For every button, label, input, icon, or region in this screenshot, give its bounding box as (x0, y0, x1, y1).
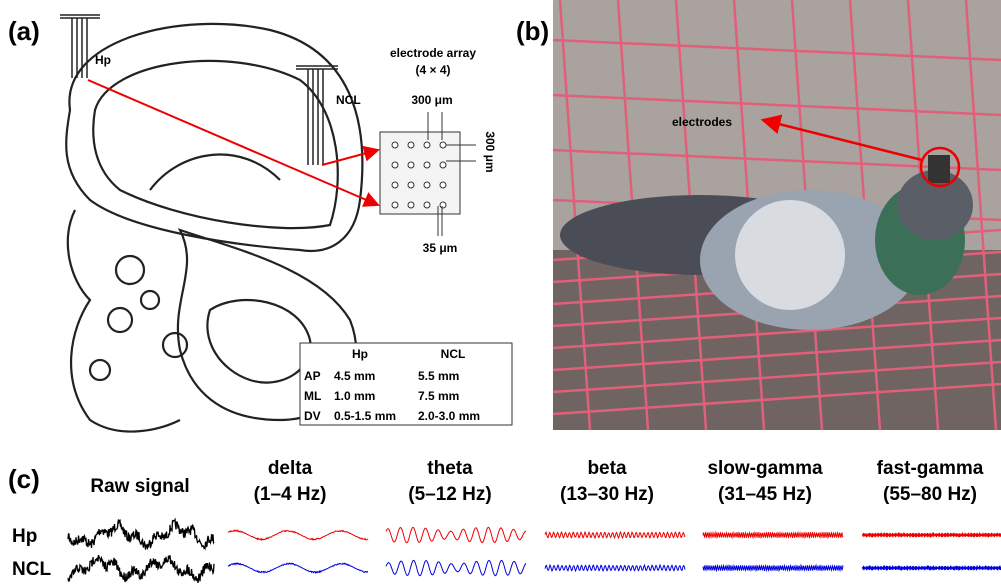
table-cell: AP (304, 369, 321, 383)
table-cell: 4.5 mm (334, 369, 375, 383)
electrode (392, 202, 398, 208)
signal-trace (228, 530, 368, 540)
signal-trace (545, 565, 685, 571)
table-cell: 7.5 mm (418, 389, 459, 403)
array-title: electrode array (390, 46, 476, 60)
signal-trace (703, 532, 843, 538)
pitch-label: 300 μm (483, 131, 497, 172)
probe-label: NCL (336, 93, 361, 107)
electrode (408, 162, 414, 168)
column-title: Raw signal (90, 476, 189, 497)
probe (60, 15, 338, 165)
panel-label: (a) (8, 16, 40, 46)
signal-trace (68, 520, 214, 550)
electrode (424, 162, 430, 168)
column-range: (31–45 Hz) (718, 484, 812, 505)
row-label: NCL (12, 559, 51, 580)
column-range: (55–80 Hz) (883, 484, 977, 505)
table-cell: 0.5-1.5 mm (334, 409, 396, 423)
electrode (440, 182, 446, 188)
table-header: Hp (352, 347, 368, 361)
row-label: Hp (12, 526, 37, 547)
electrode (440, 142, 446, 148)
panel-label: (b) (516, 16, 549, 46)
figure: Hp NCL electrode array (4 × 4) 300 μm 30… (0, 0, 1001, 585)
table-cell: 5.5 mm (418, 369, 459, 383)
electrode (424, 182, 430, 188)
table-cell: 2.0-3.0 mm (418, 409, 480, 423)
panel-label: (c) (8, 464, 40, 494)
column-title: beta (587, 458, 627, 479)
table-cell: ML (304, 389, 321, 403)
electrode (392, 162, 398, 168)
table-cell: 1.0 mm (334, 389, 375, 403)
column-range: (5–12 Hz) (408, 484, 491, 505)
photo (553, 0, 1001, 430)
probe-label: Hp (95, 53, 111, 67)
electrode (424, 142, 430, 148)
electrode (408, 182, 414, 188)
column-range: (1–4 Hz) (254, 484, 327, 505)
array-size: (4 × 4) (415, 63, 450, 77)
electrode (408, 202, 414, 208)
signal-trace (386, 560, 526, 575)
column-title: fast-gamma (877, 458, 984, 479)
electrode (392, 182, 398, 188)
electrode (408, 142, 414, 148)
column-title: theta (427, 458, 473, 479)
column-title: slow-gamma (707, 458, 823, 479)
annotation: electrodes (672, 115, 732, 129)
column-range: (13–30 Hz) (560, 484, 654, 505)
table-header: NCL (441, 347, 466, 361)
signal-trace (386, 527, 526, 542)
column-title: delta (268, 458, 313, 479)
electrode (424, 202, 430, 208)
signal-trace (228, 563, 368, 573)
signal-trace (703, 565, 843, 571)
signal-trace (862, 533, 1001, 538)
electrode (392, 142, 398, 148)
pitch-label: 300 μm (411, 93, 452, 107)
table-cell: DV (304, 409, 321, 423)
electrode (440, 202, 446, 208)
arrow (322, 150, 378, 165)
diameter-label: 35 μm (423, 241, 458, 255)
signal-trace (545, 532, 685, 538)
signal-trace (862, 566, 1001, 571)
signal-trace (68, 555, 214, 583)
coords-table (300, 343, 512, 425)
electrode (440, 162, 446, 168)
